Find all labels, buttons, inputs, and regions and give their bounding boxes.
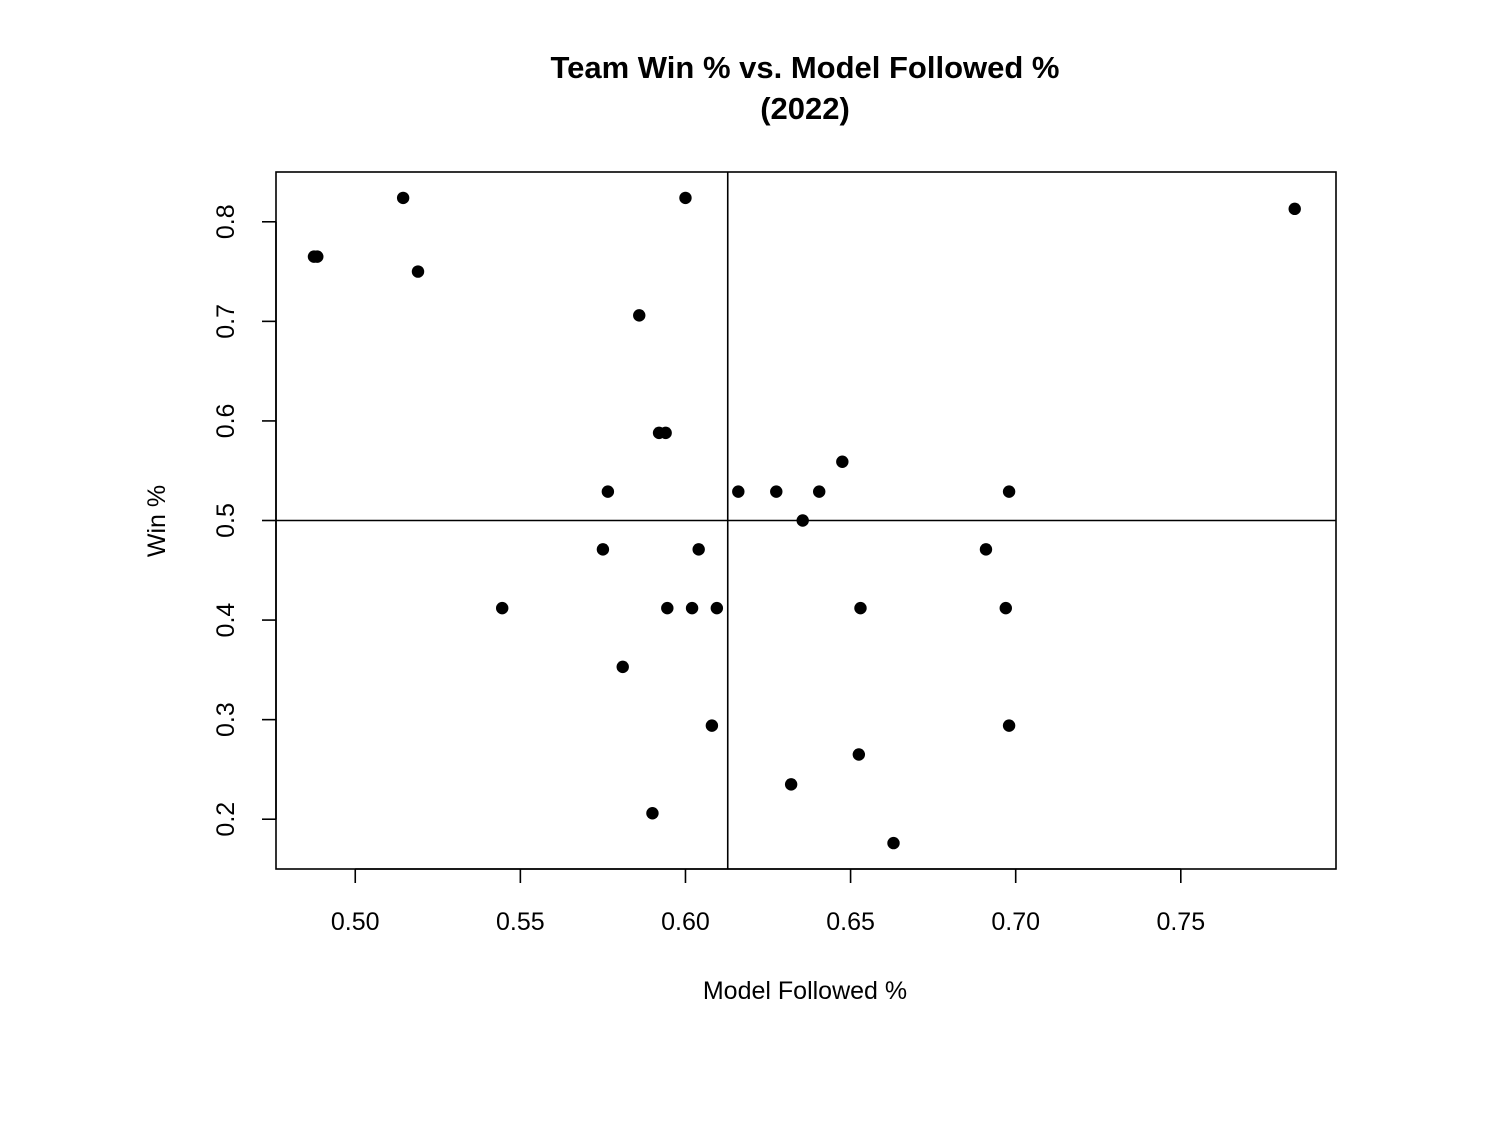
data-point	[661, 601, 674, 615]
data-point	[887, 836, 900, 850]
y-tick-label: 0.2	[212, 802, 240, 837]
x-tick-label: 0.60	[661, 908, 710, 936]
data-point	[710, 601, 724, 615]
data-point	[979, 543, 993, 556]
y-tick-label: 0.8	[212, 204, 240, 239]
data-point	[396, 191, 410, 205]
y-tick-label: 0.4	[212, 603, 240, 638]
data-point	[646, 807, 659, 820]
data-point	[692, 543, 705, 556]
data-point	[601, 485, 615, 498]
data-point	[1288, 202, 1301, 216]
data-point	[495, 601, 509, 615]
data-point	[732, 485, 745, 498]
x-axis-label: Model Followed %	[703, 977, 907, 1005]
x-tick-label: 0.50	[331, 908, 380, 936]
data-point	[836, 455, 849, 468]
data-point	[705, 719, 719, 732]
y-axis-label: Win %	[143, 485, 171, 557]
data-point	[1002, 485, 1016, 498]
data-point	[999, 601, 1012, 615]
data-point	[679, 191, 692, 205]
x-axis: 0.50 0.55 0.60 0.65 0.70 0.75	[331, 868, 1205, 936]
data-points	[307, 191, 1301, 850]
data-point	[685, 601, 699, 615]
data-point	[633, 309, 646, 322]
data-point	[796, 514, 809, 527]
data-point	[616, 660, 629, 674]
chart-title-line2: (2022)	[760, 91, 850, 126]
data-point	[596, 543, 610, 556]
data-point	[659, 426, 672, 440]
data-point	[852, 748, 866, 761]
y-axis: 0.2 0.3 0.4 0.5 0.6 0.7 0.8	[212, 204, 277, 837]
y-tick-label: 0.7	[212, 304, 240, 339]
x-tick-label: 0.75	[1156, 908, 1205, 936]
data-point	[311, 250, 324, 263]
data-point	[1002, 719, 1016, 732]
data-point	[854, 601, 867, 615]
y-tick-label: 0.3	[212, 702, 240, 737]
x-tick-label: 0.65	[826, 908, 875, 936]
data-point	[770, 485, 783, 498]
y-tick-label: 0.6	[212, 404, 240, 439]
x-tick-label: 0.55	[496, 908, 545, 936]
data-point	[784, 778, 798, 791]
data-point	[813, 485, 826, 498]
chart-title-line1: Team Win % vs. Model Followed %	[551, 50, 1060, 85]
data-point	[411, 265, 425, 278]
x-tick-label: 0.70	[991, 908, 1040, 936]
y-tick-label: 0.5	[212, 503, 240, 538]
